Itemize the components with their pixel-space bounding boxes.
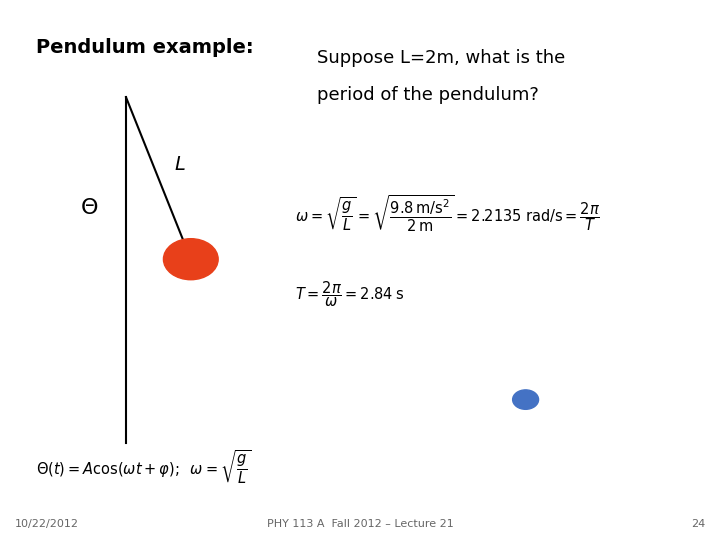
Text: PHY 113 A  Fall 2012 – Lecture 21: PHY 113 A Fall 2012 – Lecture 21: [266, 519, 454, 529]
Text: $T = \dfrac{2\pi}{\omega} = 2.84\;\mathrm{s}$: $T = \dfrac{2\pi}{\omega} = 2.84\;\mathr…: [295, 280, 405, 309]
Text: $\omega = \sqrt{\dfrac{g}{L}} = \sqrt{\dfrac{9.8\,\mathrm{m/s^2}}{2\,\mathrm{m}}: $\omega = \sqrt{\dfrac{g}{L}} = \sqrt{\d…: [295, 193, 600, 233]
Text: L: L: [174, 155, 185, 174]
Text: Pendulum example:: Pendulum example:: [36, 38, 253, 57]
Circle shape: [513, 390, 539, 409]
Text: 10/22/2012: 10/22/2012: [14, 519, 78, 529]
Text: Suppose L=2m, what is the: Suppose L=2m, what is the: [317, 49, 565, 66]
Text: $\Theta(t) = A\cos(\omega t + \varphi);\;\;\omega = \sqrt{\dfrac{g}{L}}$: $\Theta(t) = A\cos(\omega t + \varphi);\…: [36, 449, 251, 485]
Text: period of the pendulum?: period of the pendulum?: [317, 86, 539, 104]
Text: 24: 24: [691, 519, 706, 529]
Circle shape: [163, 239, 218, 280]
Text: Θ: Θ: [81, 198, 99, 218]
